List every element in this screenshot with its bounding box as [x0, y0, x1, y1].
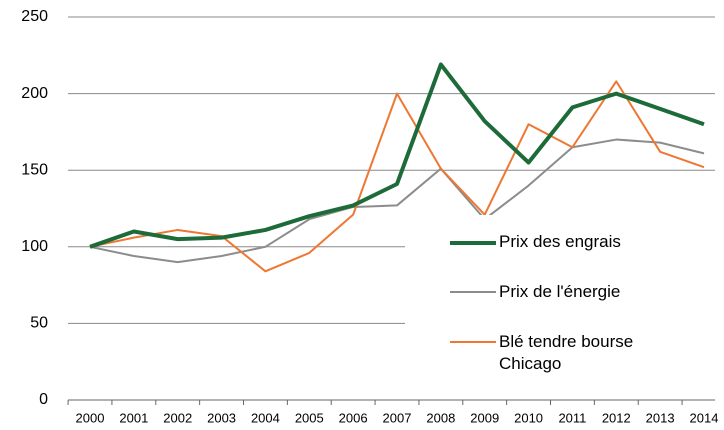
- y-tick-label: 150: [21, 161, 48, 178]
- y-tick-label: 200: [21, 85, 48, 102]
- x-tick-label: 2007: [383, 410, 412, 425]
- legend-label: Prix de l'énergie: [499, 282, 621, 301]
- legend-entry: Prix de l'énergie: [450, 281, 699, 303]
- x-tick-label: 2010: [514, 410, 543, 425]
- x-tick-label: 2000: [76, 410, 105, 425]
- x-tick-label: 2002: [163, 410, 192, 425]
- legend-label: Blé tendre bourse Chicago: [499, 332, 634, 373]
- y-tick-label: 250: [21, 8, 48, 25]
- y-tick-label: 100: [21, 238, 48, 255]
- x-tick-label: 2001: [119, 410, 148, 425]
- x-tick-label: 2004: [251, 410, 280, 425]
- x-tick-label: 2005: [295, 410, 324, 425]
- y-tick-label: 50: [30, 315, 48, 332]
- x-tick-label: 2014: [690, 410, 719, 425]
- legend: Prix des engrais Prix de l'énergie Blé ten…: [405, 215, 724, 385]
- legend-label: Prix des engrais: [499, 232, 621, 251]
- legend-entry: Prix des engrais: [450, 231, 699, 253]
- x-tick-label: 2011: [558, 410, 586, 425]
- series-line: [89, 62, 705, 249]
- x-tick-label: 2003: [207, 410, 236, 425]
- y-tick-label: 0: [39, 391, 48, 408]
- series-line: [89, 80, 705, 273]
- x-tick-label: 2008: [426, 410, 455, 425]
- x-tick-label: 2013: [646, 410, 675, 425]
- x-tick-label: 2006: [339, 410, 368, 425]
- legend-entry: Blé tendre bourse Chicago: [450, 331, 699, 375]
- legend-swatch: [450, 291, 496, 293]
- x-tick-label: 2009: [470, 410, 499, 425]
- legend-swatch: [450, 341, 496, 343]
- legend-swatch: [450, 241, 496, 245]
- series-line: [89, 138, 705, 264]
- x-tick-label: 2012: [602, 410, 631, 425]
